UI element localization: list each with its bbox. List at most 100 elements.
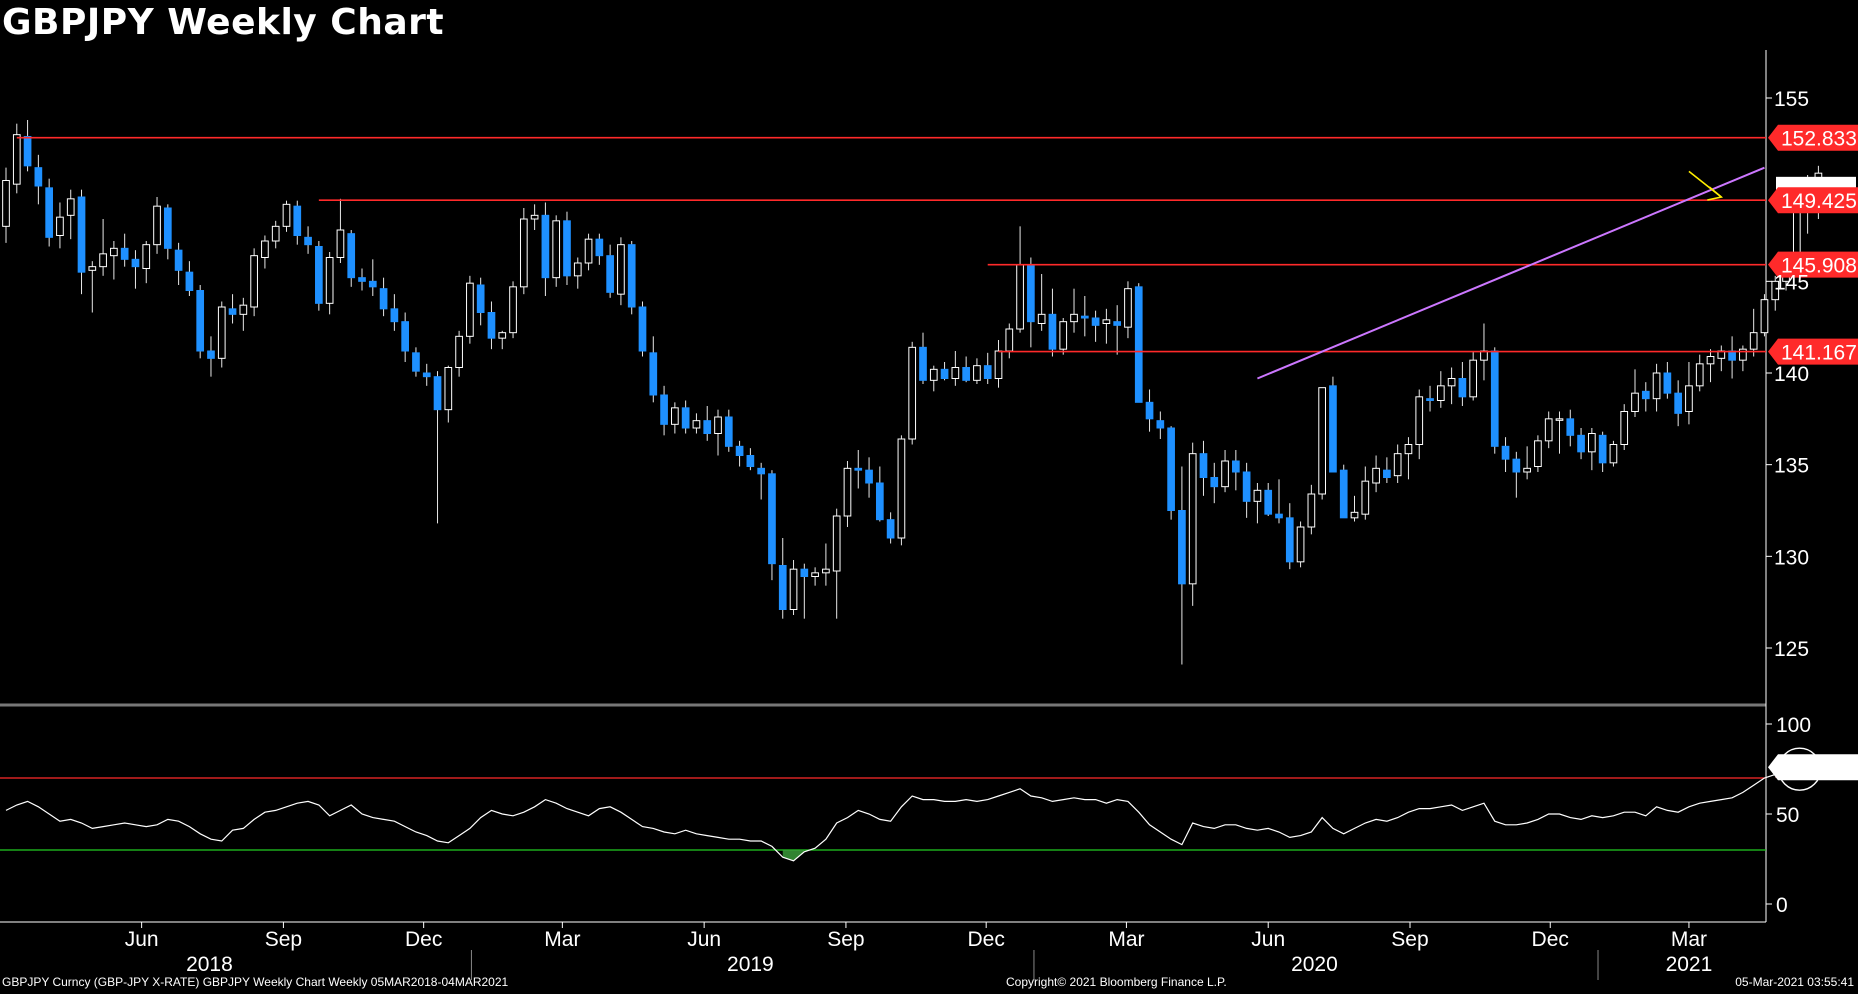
- candle: [1674, 380, 1682, 427]
- candle-body-up: [466, 282, 474, 337]
- candle: [174, 242, 183, 285]
- candle-body-up: [530, 214, 539, 220]
- candle: [1641, 382, 1650, 412]
- candle-body-up: [1393, 453, 1402, 477]
- candle: [1037, 274, 1046, 331]
- candle: [1242, 462, 1251, 518]
- candle-body-up: [66, 198, 75, 216]
- candle-body-down: [1134, 286, 1143, 403]
- resistance-tag-label: 152.833: [1781, 128, 1857, 151]
- candle-body-up: [1404, 444, 1413, 455]
- x-year-label: 2018: [186, 953, 233, 976]
- candle: [23, 120, 32, 172]
- candle-body-down: [131, 258, 140, 268]
- resistance-tag-bg: [1768, 338, 1858, 365]
- resistance-lines: [16, 136, 1766, 380]
- price-tick-label: 135: [1774, 455, 1809, 478]
- candle: [1264, 483, 1273, 516]
- candle-body-down: [1566, 418, 1575, 436]
- candle: [1501, 437, 1510, 472]
- candle: [336, 198, 345, 263]
- candle: [250, 248, 258, 317]
- candle-body-down: [595, 238, 604, 257]
- candle: [1609, 440, 1618, 467]
- candle: [832, 508, 841, 619]
- candle: [142, 241, 151, 284]
- candle-body-up: [1685, 385, 1693, 413]
- candle: [1544, 411, 1553, 449]
- candle: [1091, 310, 1100, 342]
- candle: [1361, 466, 1370, 520]
- candle-body-up: [1760, 299, 1769, 334]
- candle: [2, 167, 10, 243]
- candle-body-up: [88, 266, 97, 271]
- rsi-panel: [0, 747, 1822, 862]
- candle: [217, 301, 226, 368]
- candle-body-up: [1016, 264, 1024, 330]
- candle: [627, 241, 636, 315]
- candle-body-down: [768, 473, 776, 565]
- candle-body-up: [1361, 480, 1370, 515]
- candle: [228, 294, 237, 324]
- x-month-label: Sep: [1391, 928, 1428, 951]
- candle: [1350, 495, 1359, 522]
- footer-source: GBPJPY Curncy (GBP-JPY X-RATE) GBPJPY We…: [2, 975, 509, 989]
- candle-body-down: [1512, 458, 1521, 473]
- candle-body-up: [1523, 467, 1531, 473]
- candle-body-down: [358, 277, 366, 282]
- candle: [1620, 404, 1629, 450]
- candle: [1307, 484, 1316, 535]
- candle: [919, 332, 927, 384]
- candle: [595, 233, 604, 265]
- candle: [1706, 349, 1715, 383]
- candle-body-down: [919, 346, 927, 381]
- rsi-tick-label: 100: [1776, 714, 1811, 737]
- x-year-label: 2019: [727, 953, 774, 976]
- candle: [45, 178, 53, 247]
- candle: [110, 241, 118, 280]
- candle: [1447, 367, 1456, 405]
- candle-body-up: [1469, 359, 1478, 398]
- candle: [412, 347, 420, 377]
- price-panel: [0, 50, 1767, 922]
- candle: [304, 226, 312, 254]
- candle-body-up: [153, 205, 161, 246]
- candlestick-series: [2, 120, 1823, 665]
- candle-body-down: [368, 280, 377, 288]
- candle: [347, 230, 356, 287]
- x-month-label: Mar: [1671, 928, 1707, 951]
- candle-body-up: [1253, 489, 1262, 502]
- candle: [271, 220, 280, 249]
- candle-body-down: [627, 244, 636, 308]
- x-month-label: Mar: [1108, 928, 1144, 951]
- candle-body-down: [174, 249, 183, 271]
- candle: [811, 567, 819, 586]
- price-tick-label: 125: [1774, 638, 1809, 661]
- candle: [1469, 351, 1478, 401]
- candle: [131, 250, 140, 289]
- rsi-tick-label: 0: [1776, 894, 1788, 917]
- candle-body-up: [1070, 313, 1078, 323]
- candle: [724, 409, 733, 452]
- candle-body-down: [735, 445, 744, 457]
- candle: [1512, 451, 1521, 498]
- x-month-label: Dec: [967, 928, 1004, 951]
- candle-body-up: [110, 247, 118, 257]
- candle: [422, 363, 431, 386]
- candle: [466, 275, 474, 344]
- candle-body-up: [1372, 467, 1380, 484]
- candle-body-up: [509, 286, 517, 334]
- resistance-tag-bg: [1768, 251, 1858, 278]
- candle-body-down: [433, 376, 442, 411]
- candle-body-down: [1145, 401, 1154, 420]
- candle-body-up: [1124, 288, 1132, 328]
- candle-body-down: [207, 350, 215, 359]
- candle-body-down: [422, 372, 431, 378]
- candle-body-up: [908, 346, 917, 440]
- trendline: [1257, 166, 1765, 380]
- candle: [865, 457, 873, 498]
- candle: [390, 294, 399, 331]
- price-tick-label: 155: [1774, 88, 1809, 111]
- candle: [1372, 455, 1380, 493]
- resistance-tag-label: 149.425: [1781, 190, 1857, 213]
